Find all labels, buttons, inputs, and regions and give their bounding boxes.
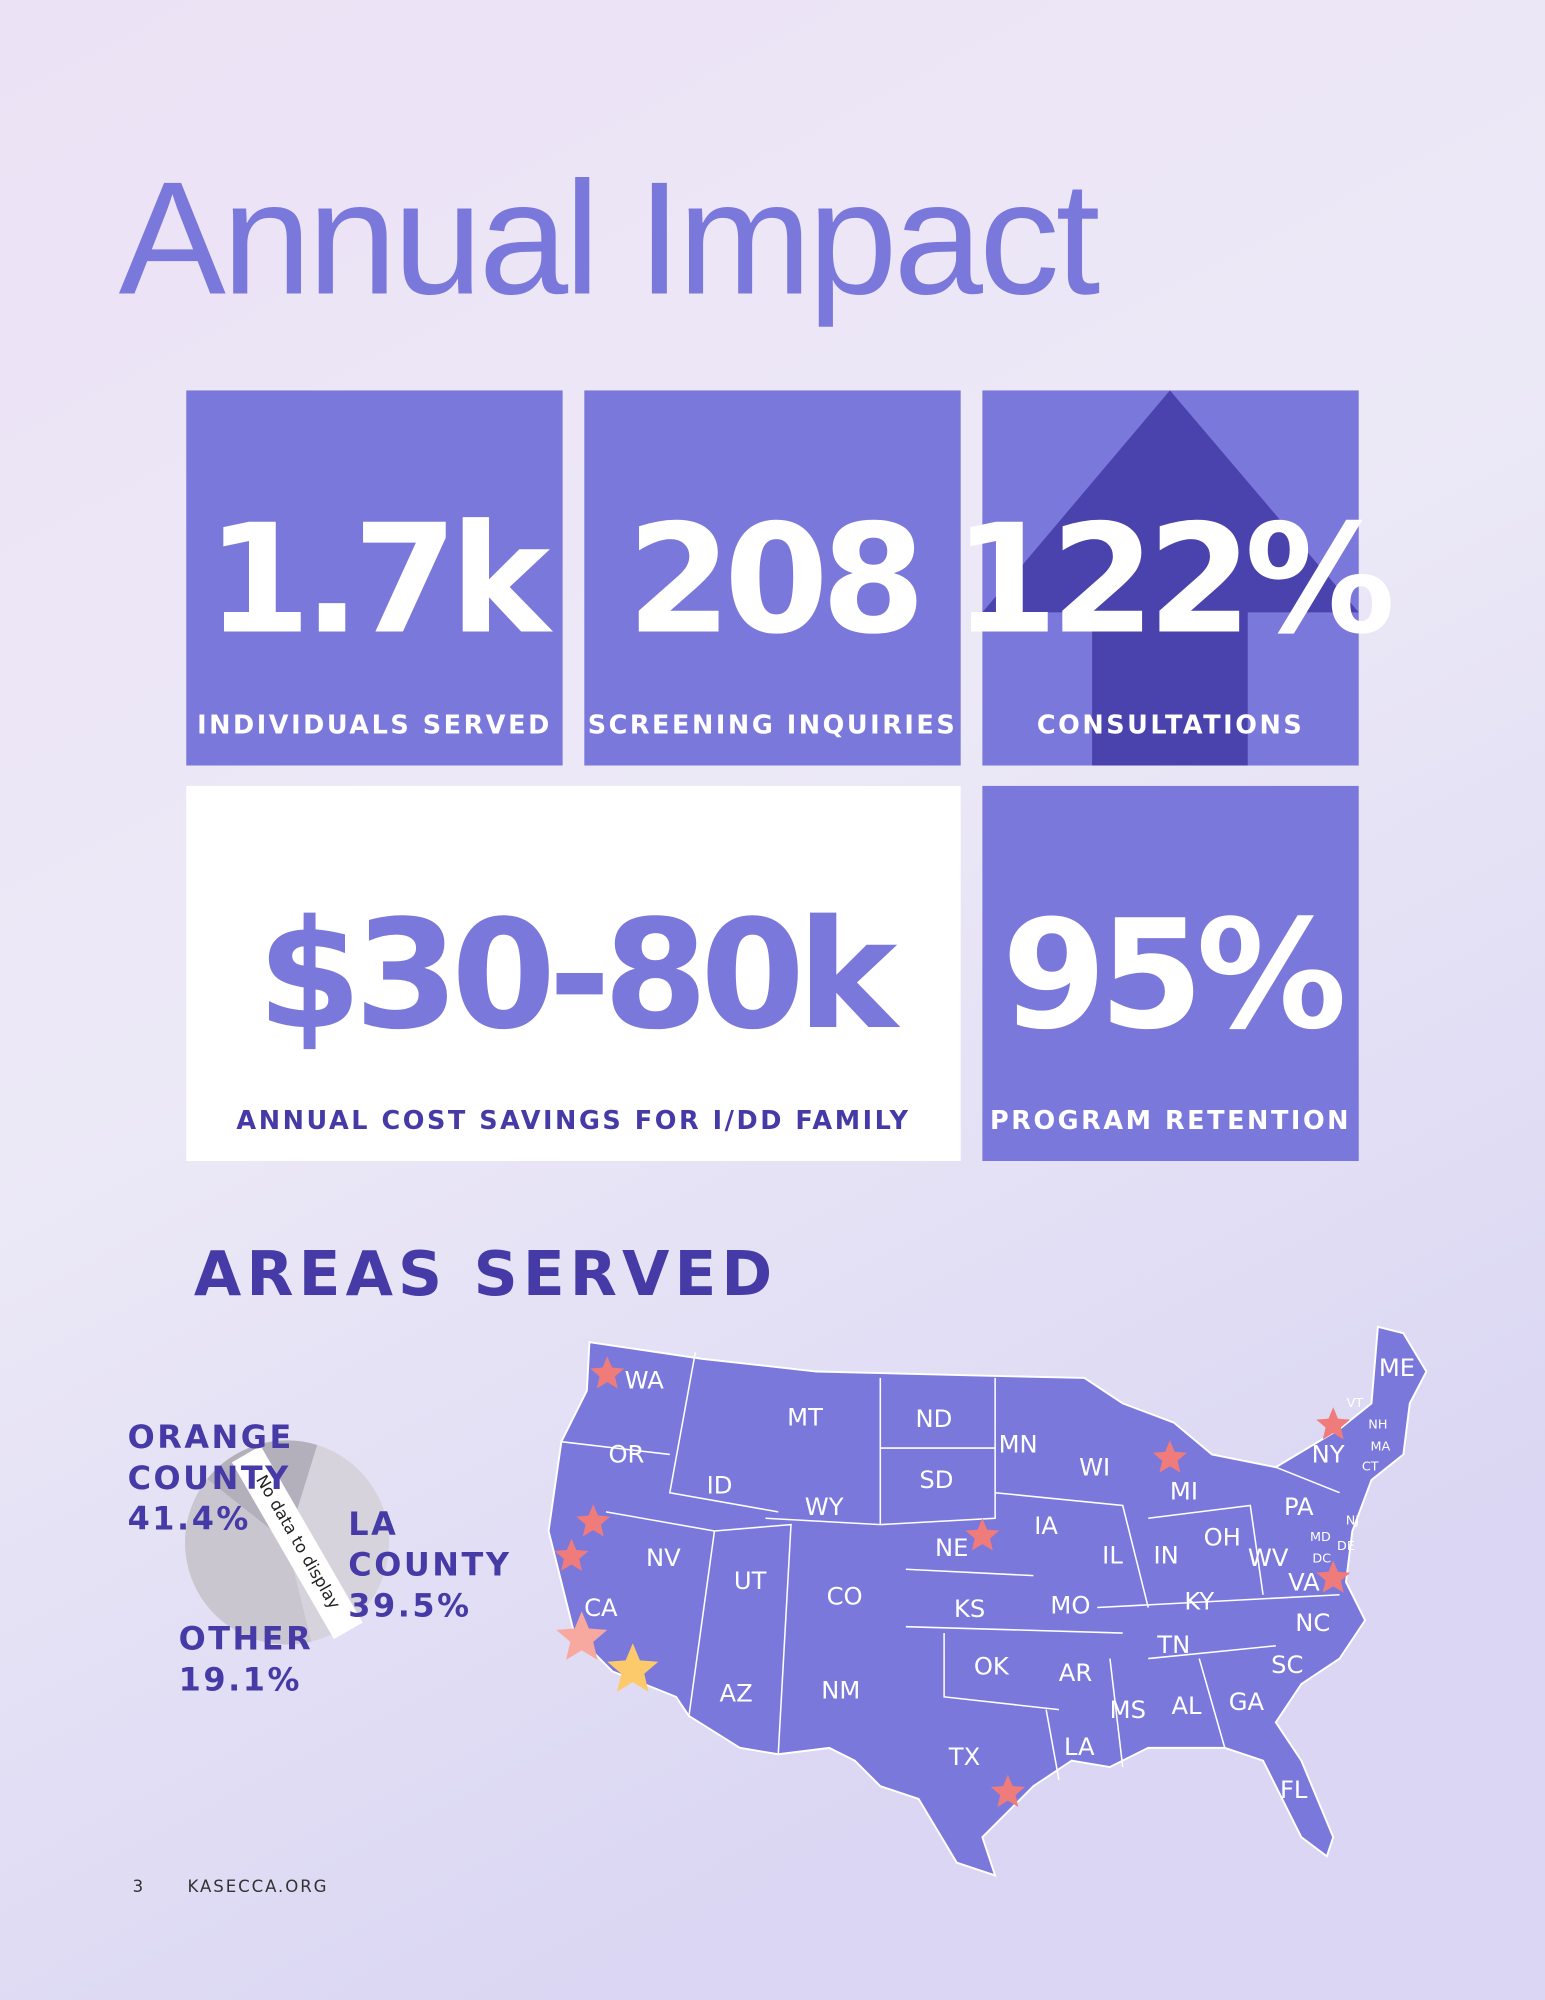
state-label: AZ bbox=[720, 1678, 753, 1707]
state-label: IN bbox=[1153, 1541, 1178, 1570]
stat-label: INDIVIDUALS SERVED bbox=[197, 711, 552, 741]
state-label: PA bbox=[1284, 1492, 1314, 1521]
state-label: MA bbox=[1371, 1439, 1391, 1454]
stat-label: CONSULTATIONS bbox=[1037, 711, 1304, 741]
state-label: SC bbox=[1271, 1650, 1303, 1679]
state-borders bbox=[561, 1352, 1340, 1780]
location-star bbox=[1316, 1560, 1351, 1593]
state-label: WV bbox=[1248, 1543, 1289, 1572]
stat-card bbox=[186, 785, 961, 1162]
stat-label: SCREENING INQUIRIES bbox=[588, 711, 958, 741]
state-label: CA bbox=[584, 1593, 618, 1622]
state-label: CO bbox=[827, 1581, 863, 1610]
state-label: KY bbox=[1184, 1586, 1214, 1615]
state-label: TN bbox=[1156, 1630, 1190, 1659]
stat-label: ANNUAL COST SAVINGS FOR I/DD FAMILY bbox=[236, 1106, 910, 1136]
location-star bbox=[607, 1643, 659, 1692]
state-label: UT bbox=[734, 1566, 767, 1595]
location-star bbox=[990, 1774, 1025, 1807]
up-arrow bbox=[982, 390, 1359, 766]
pie-label: ORANGE COUNTY bbox=[128, 1418, 294, 1497]
us-map bbox=[547, 1325, 1428, 1877]
stat-value: 1.7k bbox=[206, 492, 553, 668]
stat-value: 122% bbox=[953, 492, 1391, 668]
state-label: DC bbox=[1312, 1552, 1331, 1567]
state-label: TX bbox=[948, 1742, 980, 1771]
state-label: NH bbox=[1368, 1418, 1387, 1433]
stat-label: PROGRAM RETENTION bbox=[990, 1106, 1351, 1136]
state-label: NC bbox=[1295, 1608, 1330, 1637]
state-label: OR bbox=[608, 1440, 644, 1469]
stat-value: $30-80k bbox=[257, 887, 900, 1063]
state-label: ID bbox=[707, 1470, 733, 1499]
location-star bbox=[590, 1356, 625, 1389]
state-label: OH bbox=[1204, 1523, 1241, 1552]
pie-value-label: 39.5% bbox=[348, 1586, 471, 1624]
state-label: WY bbox=[805, 1492, 844, 1521]
state-label: SD bbox=[919, 1465, 953, 1494]
stat-card bbox=[584, 390, 961, 766]
state-label: ND bbox=[915, 1404, 952, 1433]
state-label: VT bbox=[1347, 1396, 1364, 1411]
state-label: KS bbox=[954, 1594, 985, 1623]
location-star bbox=[1152, 1440, 1187, 1473]
state-label: NV bbox=[646, 1543, 681, 1572]
pie-label: LA COUNTY bbox=[348, 1505, 511, 1584]
state-label: MD bbox=[1310, 1530, 1331, 1545]
state-label: AL bbox=[1171, 1691, 1202, 1720]
stat-card bbox=[186, 390, 563, 766]
stat-card bbox=[982, 785, 1359, 1162]
pie-slice bbox=[184, 1479, 312, 1645]
state-label: WA bbox=[625, 1366, 665, 1395]
page-title: Annual Impact bbox=[119, 148, 1100, 328]
state-label: IL bbox=[1102, 1541, 1123, 1570]
section-title: AREAS SERVED bbox=[194, 1239, 777, 1310]
state-label: MS bbox=[1110, 1695, 1146, 1724]
badge-bg bbox=[231, 1445, 363, 1640]
site-url: KASECCA.ORG bbox=[188, 1877, 329, 1896]
state-label: IA bbox=[1034, 1511, 1058, 1540]
location-star bbox=[1316, 1407, 1351, 1440]
state-label: MI bbox=[1170, 1477, 1198, 1506]
pie-value-label: 19.1% bbox=[179, 1660, 302, 1698]
state-label: FL bbox=[1280, 1775, 1308, 1804]
state-label: MO bbox=[1050, 1590, 1090, 1619]
state-label: WI bbox=[1079, 1452, 1110, 1481]
state-label: OK bbox=[974, 1652, 1010, 1681]
location-star bbox=[556, 1611, 608, 1660]
state-label: MN bbox=[999, 1430, 1038, 1459]
state-label: DE bbox=[1337, 1539, 1355, 1554]
state-label: LA bbox=[1064, 1732, 1095, 1761]
state-label: NM bbox=[821, 1676, 860, 1705]
state-label: ME bbox=[1379, 1353, 1415, 1382]
location-star bbox=[554, 1538, 589, 1571]
state-label: AR bbox=[1059, 1658, 1093, 1687]
stat-value: 95% bbox=[1002, 887, 1343, 1063]
location-star bbox=[576, 1504, 611, 1537]
state-label: NJ bbox=[1346, 1513, 1359, 1528]
location-star bbox=[965, 1518, 1000, 1551]
pie-value-label: 41.4% bbox=[128, 1500, 251, 1538]
state-label: GA bbox=[1229, 1687, 1265, 1716]
pie-label: OTHER bbox=[179, 1620, 314, 1658]
state-label: CT bbox=[1362, 1460, 1379, 1475]
stat-value: 208 bbox=[627, 492, 918, 668]
page-number: 3 bbox=[133, 1877, 144, 1896]
state-label: NE bbox=[935, 1533, 968, 1562]
state-label: VA bbox=[1288, 1567, 1320, 1596]
state-label: MT bbox=[787, 1403, 823, 1432]
state-label: NY bbox=[1312, 1440, 1345, 1469]
